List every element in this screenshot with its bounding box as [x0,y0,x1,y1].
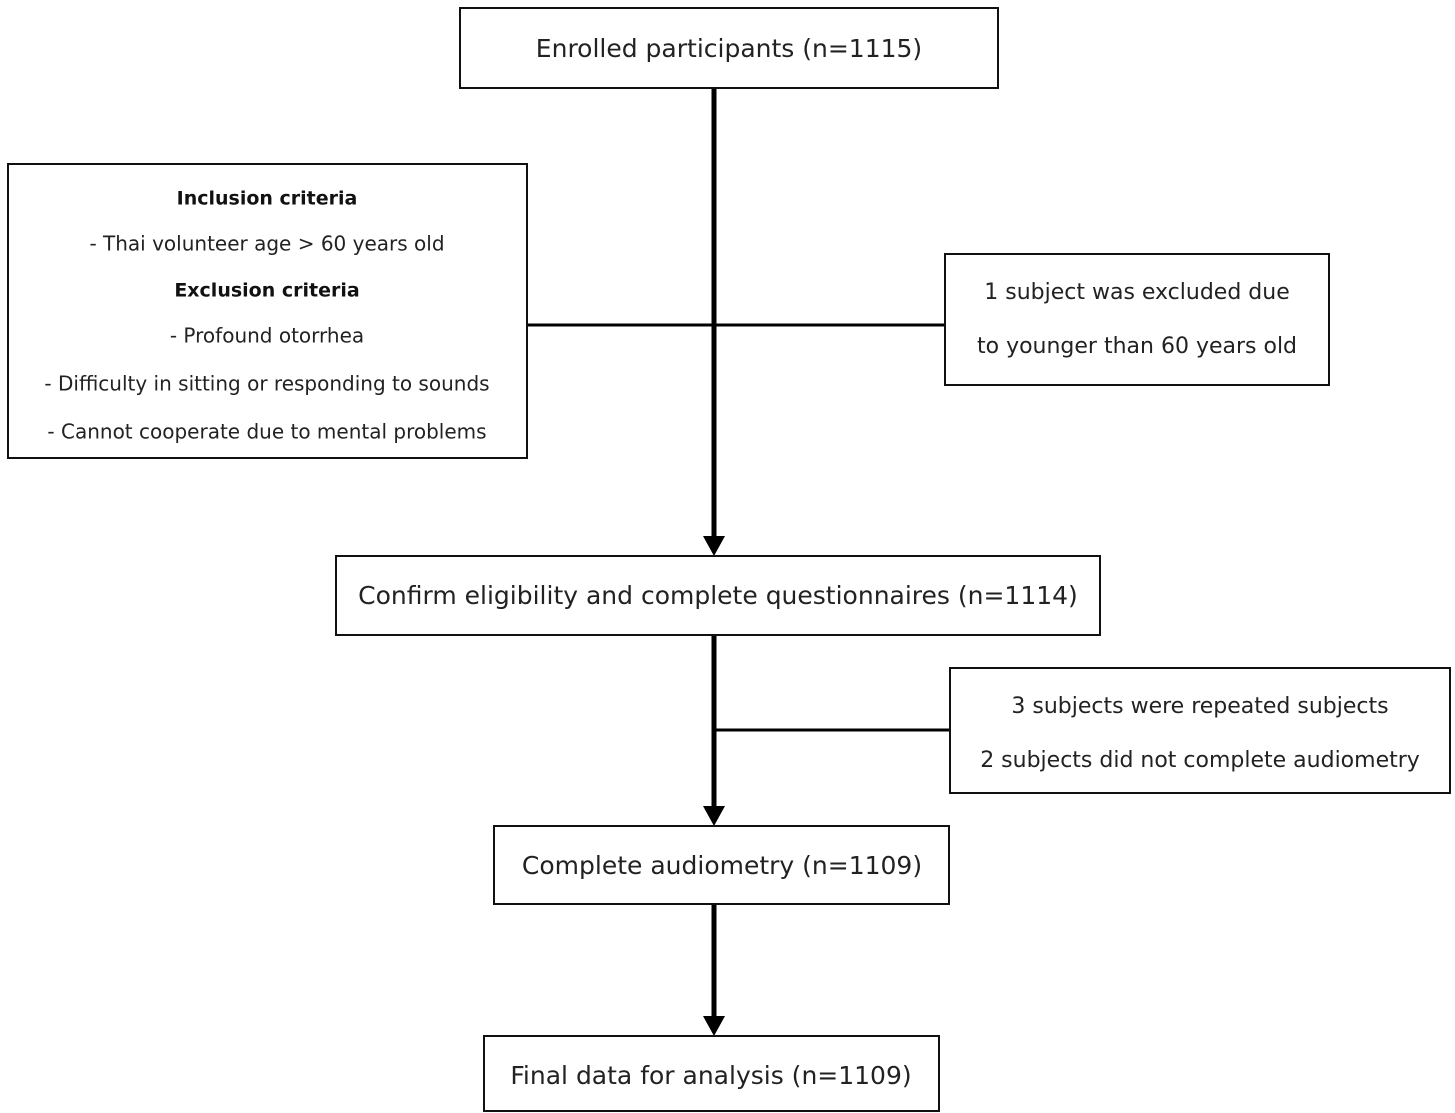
box [7,163,528,459]
arrowhead [703,1016,725,1036]
box-heading: Inclusion criteria [177,188,358,210]
arrowhead [703,806,725,826]
box-text: Confirm eligibility and complete questio… [358,581,1078,610]
box-text: Enrolled participants (n=1115) [536,34,922,63]
box-text: - Profound otorrhea [170,324,364,348]
box-text: to younger than 60 years old [977,334,1297,359]
box-text: - Cannot cooperate due to mental problem… [47,420,486,444]
box-text: Final data for analysis (n=1109) [510,1061,911,1090]
box [483,1035,940,1112]
arrowhead [703,536,725,556]
box [459,7,999,89]
box-text: - Thai volunteer age > 60 years old [89,232,444,256]
box-text: 3 subjects were repeated subjects [1011,694,1388,719]
box-text: Complete audiometry (n=1109) [522,851,922,880]
box [493,825,950,905]
box-text: - Difficulty in sitting or responding to… [44,372,489,396]
box-heading: Exclusion criteria [174,280,359,302]
box-text: 1 subject was excluded due [984,280,1290,305]
box [335,555,1101,636]
box [949,667,1451,794]
box [944,253,1330,386]
box-text: 2 subjects did not complete audiometry [980,748,1420,773]
